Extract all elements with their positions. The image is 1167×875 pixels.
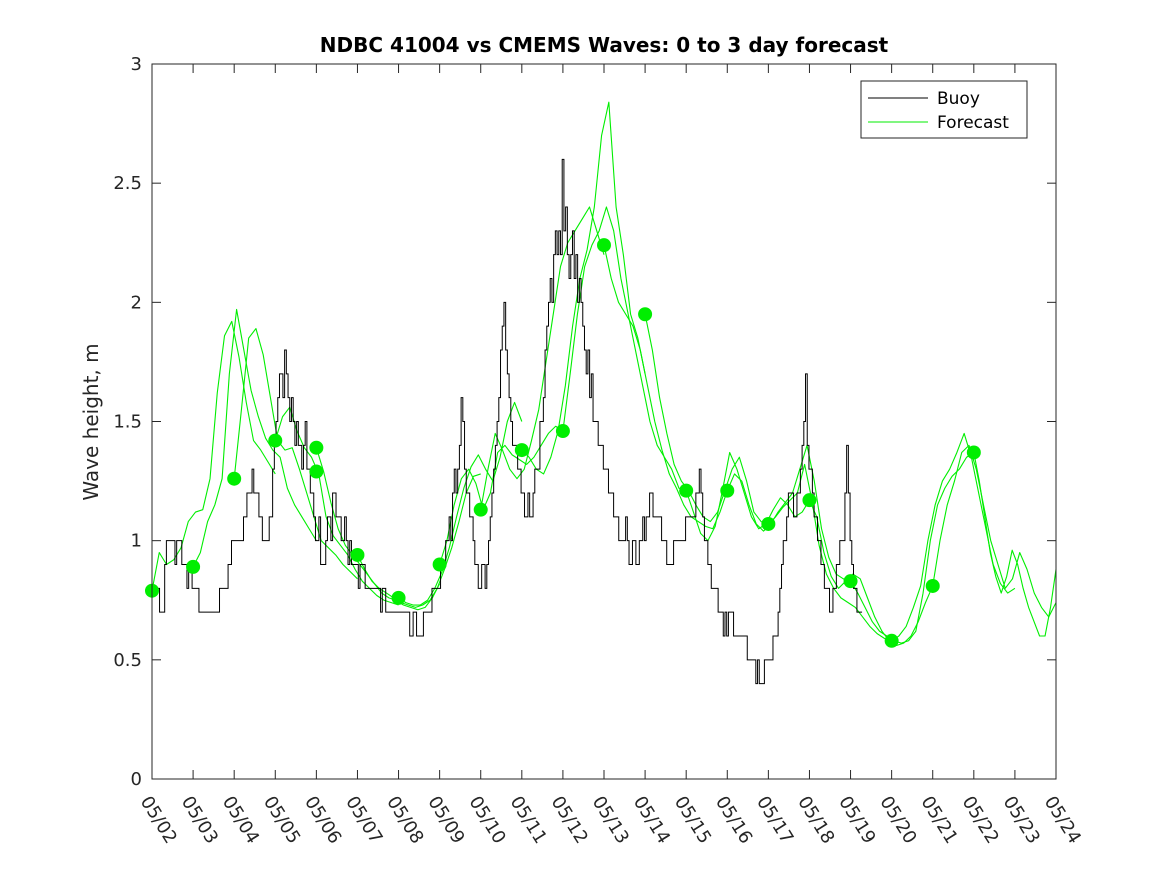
- forecast-run-line-18: [891, 432, 1016, 642]
- forecast-run-line-20: [973, 452, 1057, 637]
- forecast-start-marker-4: [309, 440, 324, 455]
- forecast-start-marker-16: [761, 516, 776, 531]
- forecast-run-line-6: [398, 401, 523, 606]
- forecast-run-line-8: [480, 206, 605, 510]
- forecast-start-marker-3: [268, 433, 283, 448]
- forecast-start-marker-1: [186, 559, 201, 574]
- legend-forecast-label: Forecast: [937, 113, 1009, 133]
- forecast-start-marker-15: [720, 483, 735, 498]
- legend-buoy-label: Buoy: [937, 89, 980, 109]
- forecast-start-marker-21: [966, 445, 981, 460]
- forecast-start-marker-20: [925, 578, 940, 593]
- y-tick-label: 2: [131, 292, 142, 313]
- y-tick-label: 3: [131, 54, 142, 75]
- forecast-start-marker-14: [679, 483, 694, 498]
- forecast-run-line-19: [932, 444, 1057, 618]
- forecast-run-line-16: [808, 499, 934, 647]
- chart-title: NDBC 41004 vs CMEMS Waves: 0 to 3 day fo…: [320, 33, 889, 57]
- forecast-run-line-10: [562, 206, 687, 492]
- forecast-start-marker-18: [843, 574, 858, 589]
- forecast-run-line-5: [356, 473, 481, 608]
- forecast-start-marker-12: [597, 238, 611, 253]
- forecast-start-marker-10: [514, 443, 529, 458]
- y-tick-label: 0: [131, 769, 142, 790]
- y-tick-label: 2.5: [113, 173, 142, 194]
- forecast-start-marker-5: [309, 464, 324, 479]
- y-tick-label: 1.5: [113, 412, 142, 433]
- legend-box: [860, 80, 1028, 139]
- forecast-start-marker-7: [391, 590, 406, 605]
- forecast-run-line-2: [233, 327, 358, 580]
- forecast-run-line-14: [726, 444, 851, 582]
- forecast-run-line-11: [603, 245, 728, 530]
- forecast-run-line-12: [644, 314, 769, 525]
- forecast-run-line-13: [685, 451, 810, 542]
- forecast-run-line-0: [151, 320, 276, 591]
- forecast-start-marker-11: [555, 424, 570, 439]
- forecast-run-line-17: [850, 452, 975, 644]
- forecast-start-marker-2: [227, 471, 242, 486]
- forecast-start-marker-17: [802, 493, 817, 508]
- forecast-start-marker-9: [473, 502, 488, 517]
- legend: Buoy Forecast: [860, 80, 1028, 139]
- y-tick-label: 0.5: [113, 650, 142, 671]
- forecast-start-marker-8: [432, 557, 447, 572]
- y-axis-label: Wave height, m: [79, 343, 103, 500]
- forecast-start-marker-6: [350, 547, 365, 562]
- forecast-run-line-3: [274, 406, 399, 606]
- series-layer: [145, 101, 1057, 685]
- forecast-run-line-9: [521, 101, 646, 475]
- y-tick-label: 1: [131, 531, 142, 552]
- plot-area: [152, 64, 1056, 779]
- forecast-run-line-7: [439, 425, 564, 565]
- buoy-line: [156, 158, 863, 685]
- forecast-start-marker-19: [884, 633, 899, 648]
- forecast-run-line-15: [767, 463, 892, 642]
- forecast-start-marker-13: [638, 307, 653, 322]
- forecast-run-line-1: [192, 308, 317, 568]
